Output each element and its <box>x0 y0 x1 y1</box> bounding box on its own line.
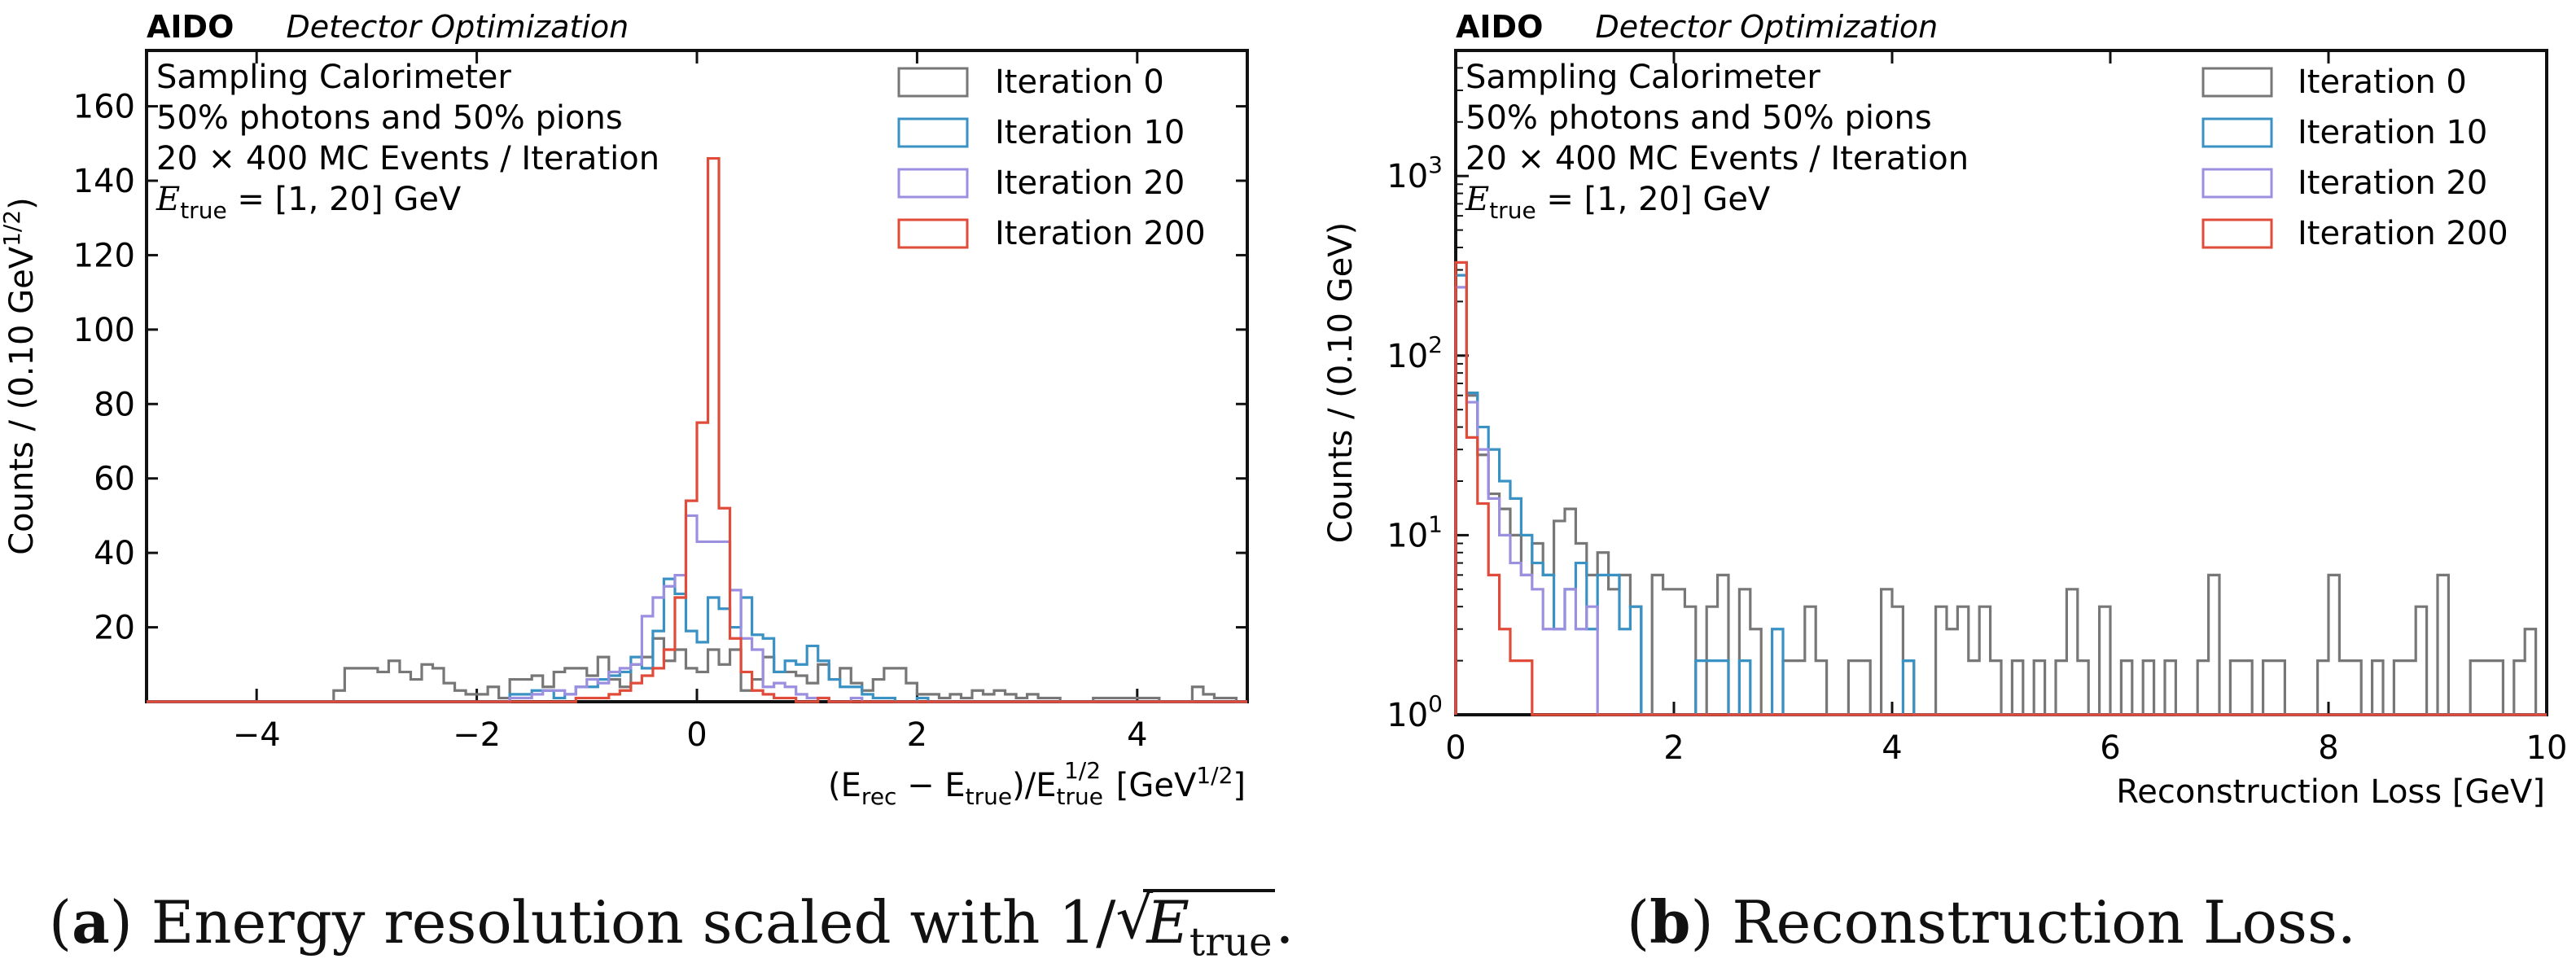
y-tick-label: 103 <box>1387 151 1443 195</box>
caption-a-end: . <box>1275 888 1295 957</box>
histogram-iteration-20 <box>1454 286 2547 716</box>
panel-a-header: AIDO Detector Optimization <box>147 9 629 45</box>
histogram-iteration-10 <box>147 577 1247 703</box>
panel-a-legend: Iteration 0 Iteration 10 Iteration 20 Itera… <box>897 63 1206 252</box>
legend-label: Iteration 20 <box>2298 164 2487 202</box>
etrue-sub: true <box>1489 197 1536 224</box>
legend-label: Iteration 20 <box>995 164 1185 202</box>
panel-a-series <box>147 156 1247 703</box>
y-tick-label: 101 <box>1387 510 1443 554</box>
caption-b-label: b <box>1649 887 1691 957</box>
panel-a-x-ticks: −4 −2 0 2 4 <box>233 50 1148 754</box>
sqrt-sign: √ <box>1115 883 1154 952</box>
legend-swatch <box>897 168 969 199</box>
legend-swatch <box>897 67 969 98</box>
legend-label: Iteration 10 <box>995 114 1185 151</box>
legend-swatch <box>2201 67 2273 98</box>
x-tick-label: 6 <box>2100 729 2120 767</box>
y-tick-label: 100 <box>73 312 135 349</box>
legend-label: Iteration 200 <box>995 215 1206 252</box>
caption-a-text: Energy resolution scaled with 1/ <box>132 888 1116 957</box>
caption-b: (b) Reconstruction Loss. <box>1627 887 2356 957</box>
y-tick-label: 40 <box>94 535 135 572</box>
x-tick-label: 10 <box>2526 729 2568 767</box>
panel-b-legend: Iteration 0 Iteration 10 Iteration 20 Itera… <box>2201 63 2508 252</box>
x-tick-label: 2 <box>907 716 927 754</box>
histogram-iteration-10 <box>1454 274 2547 716</box>
info-line-1: Sampling Calorimeter <box>1465 59 1820 96</box>
legend-swatch <box>897 218 969 249</box>
header-bold: AIDO <box>1456 9 1543 45</box>
info-line-2: 50% photons and 50% pions <box>1465 99 1932 137</box>
info-line-2: 50% photons and 50% pions <box>156 99 623 137</box>
y-tick-label: 60 <box>94 461 135 498</box>
y-tick-label: 120 <box>73 237 135 274</box>
etrue-value: = [1, 20] GeV <box>227 181 462 218</box>
x-tick-label: 8 <box>2318 729 2338 767</box>
panel-b-info-box: Sampling Calorimeter 50% photons and 50%… <box>1465 59 1969 224</box>
panel-a-y-ticks: 20 40 60 80 100 120 140 160 <box>73 89 1247 647</box>
x-tick-label: 0 <box>1445 729 1465 767</box>
y-tick-label: 102 <box>1387 331 1443 375</box>
y-tick-label: 140 <box>73 163 135 200</box>
info-line-3: 20 × 400 MC Events / Iteration <box>156 140 659 177</box>
legend-swatch <box>2201 168 2273 199</box>
legend-label: Iteration 10 <box>2298 114 2487 151</box>
info-line-1: Sampling Calorimeter <box>156 59 511 96</box>
x-tick-label: 4 <box>1127 716 1147 754</box>
panel-a-y-axis-label: Counts / (0.10 GeV1/2) <box>0 197 41 555</box>
y-tick-label: 20 <box>94 610 135 647</box>
etrue-sub: true <box>180 197 226 224</box>
sqrt-expression: √ Etrue <box>1115 883 1276 965</box>
caption-a: (a) Energy resolution scaled with 1/√ Etr… <box>49 883 1295 965</box>
legend-swatch <box>2201 218 2273 249</box>
panel-b-header: AIDO Detector Optimization <box>1456 9 1938 45</box>
histogram-iteration-0 <box>147 637 1247 703</box>
info-line-4: Etrue = [1, 20] GeV <box>1465 181 1771 224</box>
y-tick-label: 100 <box>1387 690 1443 734</box>
panel-b: AIDO Detector Optimization 100101102103 … <box>1322 9 2567 811</box>
y-tick-label: 80 <box>94 386 135 423</box>
panel-b-series <box>1454 261 2547 716</box>
caption-a-label: a <box>72 887 110 957</box>
panel-a-info-box: Sampling Calorimeter 50% photons and 50%… <box>156 59 659 224</box>
y-tick-label: 160 <box>73 89 135 126</box>
etrue-E: E <box>1465 181 1489 218</box>
histogram-iteration-200 <box>147 156 1247 703</box>
legend-label: Iteration 200 <box>2298 215 2508 252</box>
header-italic: Detector Optimization <box>287 9 629 45</box>
panel-a-x-axis-label: (Erec − Etrue)/Etrue1/2 [GeV1/2] <box>828 757 1246 810</box>
histogram-iteration-0 <box>1454 286 2547 716</box>
x-tick-label: −4 <box>233 716 281 754</box>
info-line-3: 20 × 400 MC Events / Iteration <box>1465 140 1969 177</box>
x-tick-label: −2 <box>453 716 501 754</box>
x-tick-label: 4 <box>1882 729 1902 767</box>
etrue-E: E <box>156 181 180 218</box>
panel-b-x-axis-label: Reconstruction Loss [GeV] <box>2116 773 2545 811</box>
x-tick-label: 2 <box>1663 729 1684 767</box>
panel-a: AIDO Detector Optimization 2040608010012… <box>0 9 1249 810</box>
header-bold: AIDO <box>147 9 234 45</box>
caption-a-sqrt-base: E <box>1146 888 1189 957</box>
etrue-value: = [1, 20] GeV <box>1536 181 1771 218</box>
legend-swatch <box>2201 117 2273 148</box>
x-tick-label: 0 <box>686 716 707 754</box>
legend-label: Iteration 0 <box>2298 63 2467 101</box>
histogram-iteration-20 <box>147 514 1247 703</box>
info-line-4: Etrue = [1, 20] GeV <box>156 181 462 224</box>
caption-b-text: Reconstruction Loss. <box>1713 888 2356 957</box>
legend-swatch <box>897 117 969 148</box>
legend-label: Iteration 0 <box>995 63 1164 101</box>
histogram-iteration-200 <box>1454 261 2547 716</box>
panel-b-y-ticks: 100 101 102 103 <box>1387 50 1469 734</box>
panel-b-y-axis-label: Counts / (0.10 GeV) <box>1322 222 1360 544</box>
caption-a-sqrt-sub: true <box>1189 919 1273 965</box>
header-italic: Detector Optimization <box>1596 9 1939 45</box>
